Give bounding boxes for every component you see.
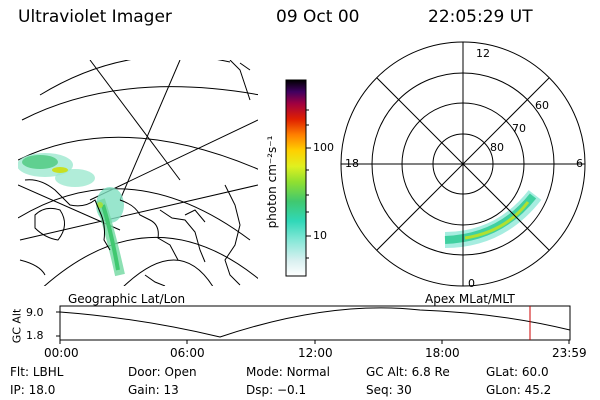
info-gain: Gain: 13	[128, 383, 179, 397]
altitude-xtick-0: 00:00	[44, 346, 79, 360]
info-flt: Flt: LBHL	[10, 365, 64, 379]
lat-label-60: 60	[535, 99, 549, 112]
aurora-emission	[18, 153, 125, 277]
info-glon: GLon: 45.2	[486, 383, 552, 397]
info-dsp: Dsp: −0.1	[246, 383, 307, 397]
geo-caption: Geographic Lat/Lon	[68, 292, 186, 306]
info-glat: GLat: 60.0	[486, 365, 549, 379]
info-door: Door: Open	[128, 365, 197, 379]
altitude-ytick-low: 1.8	[26, 329, 44, 342]
altitude-curve	[59, 307, 571, 338]
colorbar	[285, 79, 307, 277]
mlt-label-0: 0	[468, 277, 475, 290]
colorbar-tick-10: 10	[313, 229, 327, 242]
colorbar-tick-100: 100	[313, 141, 334, 154]
altitude-panel	[56, 305, 571, 344]
altitude-ytick-high: 9.0	[26, 306, 44, 319]
lat-label-80: 80	[490, 141, 504, 154]
polar-plot	[340, 41, 586, 287]
date-label: 09 Oct 00	[276, 7, 360, 27]
altitude-ylabel: GC Alt	[10, 308, 24, 344]
info-mode: Mode: Normal	[246, 365, 330, 379]
info-ip: IP: 18.0	[10, 383, 56, 397]
altitude-xtick-4: 23:59	[552, 346, 587, 360]
altitude-xtick-2: 12:00	[298, 346, 333, 360]
mlt-label-18: 18	[345, 157, 359, 170]
info-seq: Seq: 30	[366, 383, 412, 397]
instrument-title: Ultraviolet Imager	[18, 7, 172, 27]
altitude-xtick-3: 18:00	[425, 346, 460, 360]
colorbar-label: photon cm⁻²s⁻¹	[265, 135, 279, 229]
time-label: 22:05:29 UT	[428, 7, 533, 27]
apex-caption: Apex MLat/MLT	[425, 292, 515, 306]
mlt-label-6: 6	[576, 157, 583, 170]
altitude-xtick-1: 06:00	[170, 346, 205, 360]
aurora-oval	[444, 189, 542, 248]
geographic-map	[18, 60, 258, 286]
info-gc-alt: GC Alt: 6.8 Re	[366, 365, 450, 379]
coastlines	[19, 60, 251, 286]
mlt-label-12: 12	[476, 47, 490, 60]
lat-label-70: 70	[512, 122, 526, 135]
